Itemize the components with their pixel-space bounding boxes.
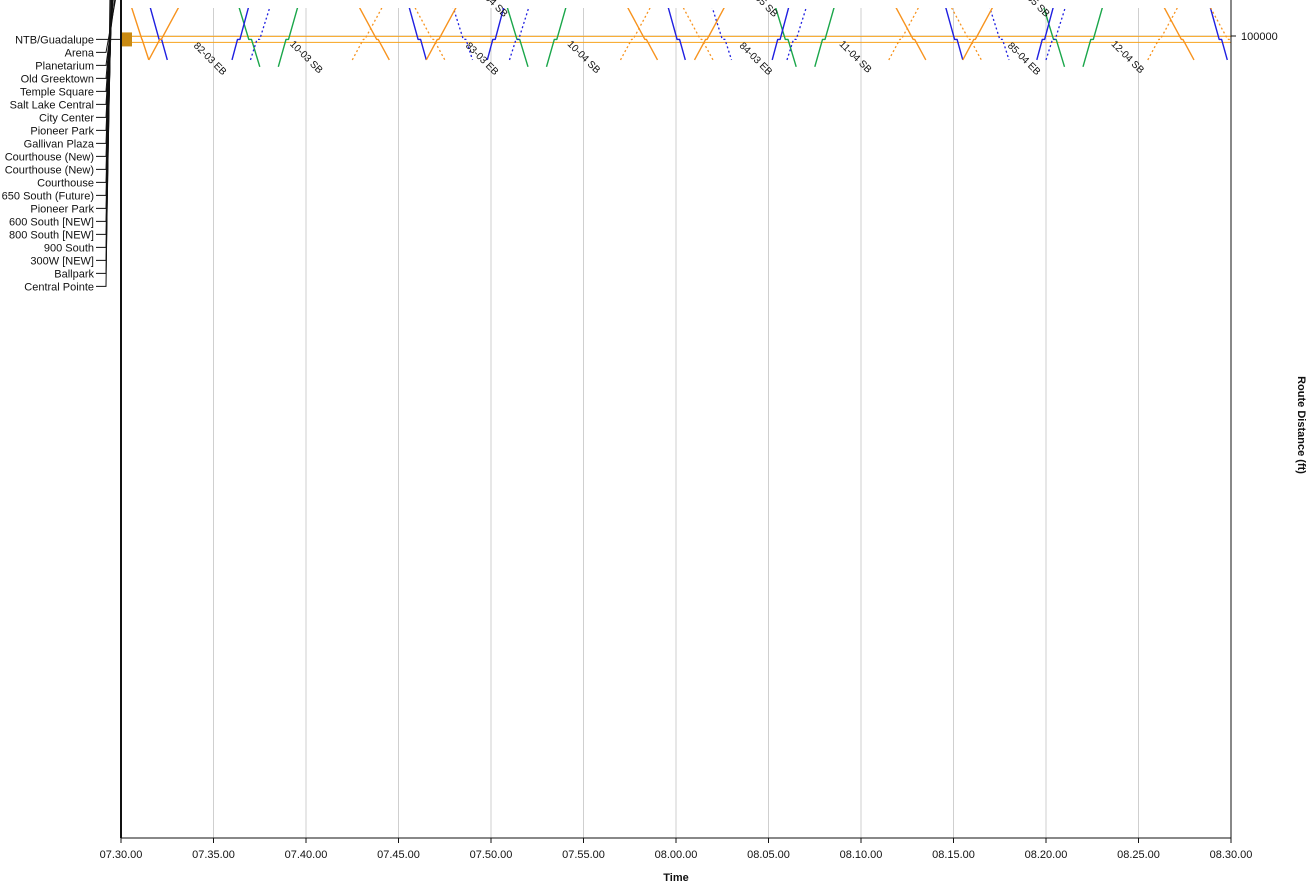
blue-dotted-trip-line <box>1045 8 1066 61</box>
station-leader <box>96 0 113 118</box>
x-tick-label: 07.30.00 <box>100 849 143 861</box>
x-tick-label: 08.25.00 <box>1117 849 1160 861</box>
y-axis-title: Route Distance (ft) <box>1295 376 1307 474</box>
station-label: Gallivan Plaza <box>24 138 95 150</box>
x-tick-label: 08.15.00 <box>932 849 975 861</box>
station-label: Courthouse (New) <box>5 164 94 176</box>
station-label: City Center <box>39 112 94 124</box>
station-label: Temple Square <box>20 86 94 98</box>
blue-solid-trip-line <box>486 8 505 61</box>
station-label: Ballpark <box>54 268 94 280</box>
station-label: Pioneer Park <box>30 203 94 215</box>
station-label: 800 South [NEW] <box>9 229 94 241</box>
x-tick-label: 08.00.00 <box>655 849 698 861</box>
green-solid-trip-line <box>10 0 297 67</box>
trip-label: 11-04 SB <box>837 39 874 76</box>
x-tick-label: 07.45.00 <box>377 849 420 861</box>
station-leader <box>96 0 113 131</box>
station-label: Planetarium <box>35 60 94 72</box>
train-trip-lines <box>10 0 1231 68</box>
station-label: Central Pointe <box>24 281 94 293</box>
trip-label: 82-03 EB <box>191 41 228 78</box>
station-label: Pioneer Park <box>30 125 94 137</box>
trip-label: 83-03 EB <box>463 41 500 78</box>
blue-solid-trip-line <box>667 8 686 61</box>
station-label: Arena <box>65 47 95 59</box>
trip-label: 12-04 SB <box>1109 39 1146 76</box>
x-tick-label: 08.30.00 <box>1210 849 1253 861</box>
station-label: Salt Lake Central <box>10 99 94 111</box>
x-axis-title: Time <box>663 872 688 884</box>
station-label: 900 South <box>44 242 94 254</box>
trip-label: 46-05 SB <box>1014 0 1051 20</box>
x-tick-label: 08.20.00 <box>1025 849 1068 861</box>
axes: 07.30.00 07.35.00 07.40.00 07.45.00 07.50.00… <box>100 0 1278 861</box>
trip-label: 45-05 SB <box>742 0 779 20</box>
station-leader <box>96 0 114 105</box>
station-label: 650 South (Future) <box>2 190 94 202</box>
grid-lines <box>120 8 1232 838</box>
station-leader <box>96 0 111 287</box>
station-label: Courthouse <box>37 177 94 189</box>
station-label: Old Greektown <box>21 73 94 85</box>
blue-solid-trip-line <box>771 8 790 61</box>
x-tick-label: 07.35.00 <box>192 849 235 861</box>
station-platform-marker <box>120 32 132 47</box>
station-leader <box>96 0 114 79</box>
x-tick-label: 08.05.00 <box>747 849 790 861</box>
green-solid-trip-line <box>277 8 299 67</box>
station-leader <box>96 0 114 92</box>
station-label: NTB/Guadalupe <box>15 34 94 46</box>
x-tick-label: 07.50.00 <box>470 849 513 861</box>
x-tick-label: 08.10.00 <box>840 849 883 861</box>
green-solid-trip-line <box>1082 8 1103 67</box>
x-tick-label: 07.40.00 <box>285 849 328 861</box>
station-label: 300W [NEW] <box>30 255 94 267</box>
station-leader <box>96 0 116 53</box>
orange-solid-trip-line <box>131 8 150 61</box>
y-tick-label: 100000 <box>1241 31 1278 43</box>
x-tick-label: 07.55.00 <box>562 849 605 861</box>
station-leader <box>96 0 116 66</box>
station-label: 600 South [NEW] <box>9 216 94 228</box>
station-label: Courthouse (New) <box>5 151 94 163</box>
blue-solid-trip-line <box>1036 8 1054 61</box>
trip-labels: 82-03 EB 10-03 SB 83-03 EB 10-04 SB 84-03 EB… <box>191 0 1146 78</box>
blue-solid-trip-line <box>231 8 250 61</box>
